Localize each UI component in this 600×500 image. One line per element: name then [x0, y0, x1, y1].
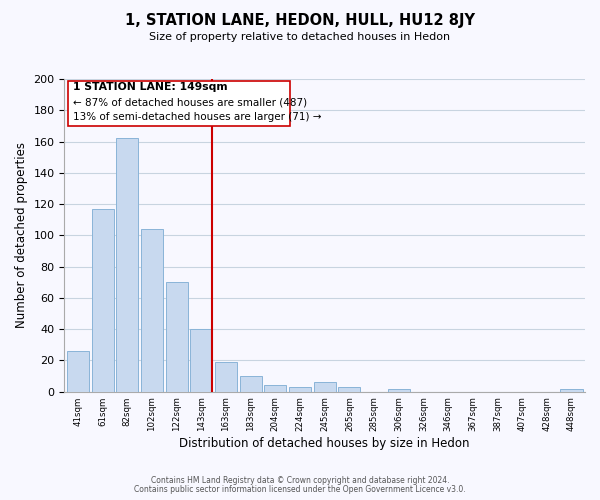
X-axis label: Distribution of detached houses by size in Hedon: Distribution of detached houses by size … [179, 437, 470, 450]
Text: 1, STATION LANE, HEDON, HULL, HU12 8JY: 1, STATION LANE, HEDON, HULL, HU12 8JY [125, 12, 475, 28]
Bar [92, 209, 114, 392]
Bar [239, 376, 262, 392]
Bar [388, 388, 410, 392]
Y-axis label: Number of detached properties: Number of detached properties [15, 142, 28, 328]
Bar [314, 382, 336, 392]
Text: 1 STATION LANE: 149sqm: 1 STATION LANE: 149sqm [73, 82, 227, 92]
Text: ← 87% of detached houses are smaller (487): ← 87% of detached houses are smaller (48… [73, 98, 307, 108]
Text: Contains public sector information licensed under the Open Government Licence v3: Contains public sector information licen… [134, 485, 466, 494]
Bar [215, 362, 237, 392]
Bar [166, 282, 188, 392]
Bar [338, 387, 361, 392]
Bar [560, 388, 583, 392]
Bar [67, 351, 89, 392]
Text: Contains HM Land Registry data © Crown copyright and database right 2024.: Contains HM Land Registry data © Crown c… [151, 476, 449, 485]
Bar [190, 329, 212, 392]
FancyBboxPatch shape [68, 80, 290, 126]
Bar [116, 138, 139, 392]
Bar [264, 386, 286, 392]
Bar [289, 387, 311, 392]
Bar [141, 229, 163, 392]
Text: Size of property relative to detached houses in Hedon: Size of property relative to detached ho… [149, 32, 451, 42]
Text: 13% of semi-detached houses are larger (71) →: 13% of semi-detached houses are larger (… [73, 112, 322, 122]
